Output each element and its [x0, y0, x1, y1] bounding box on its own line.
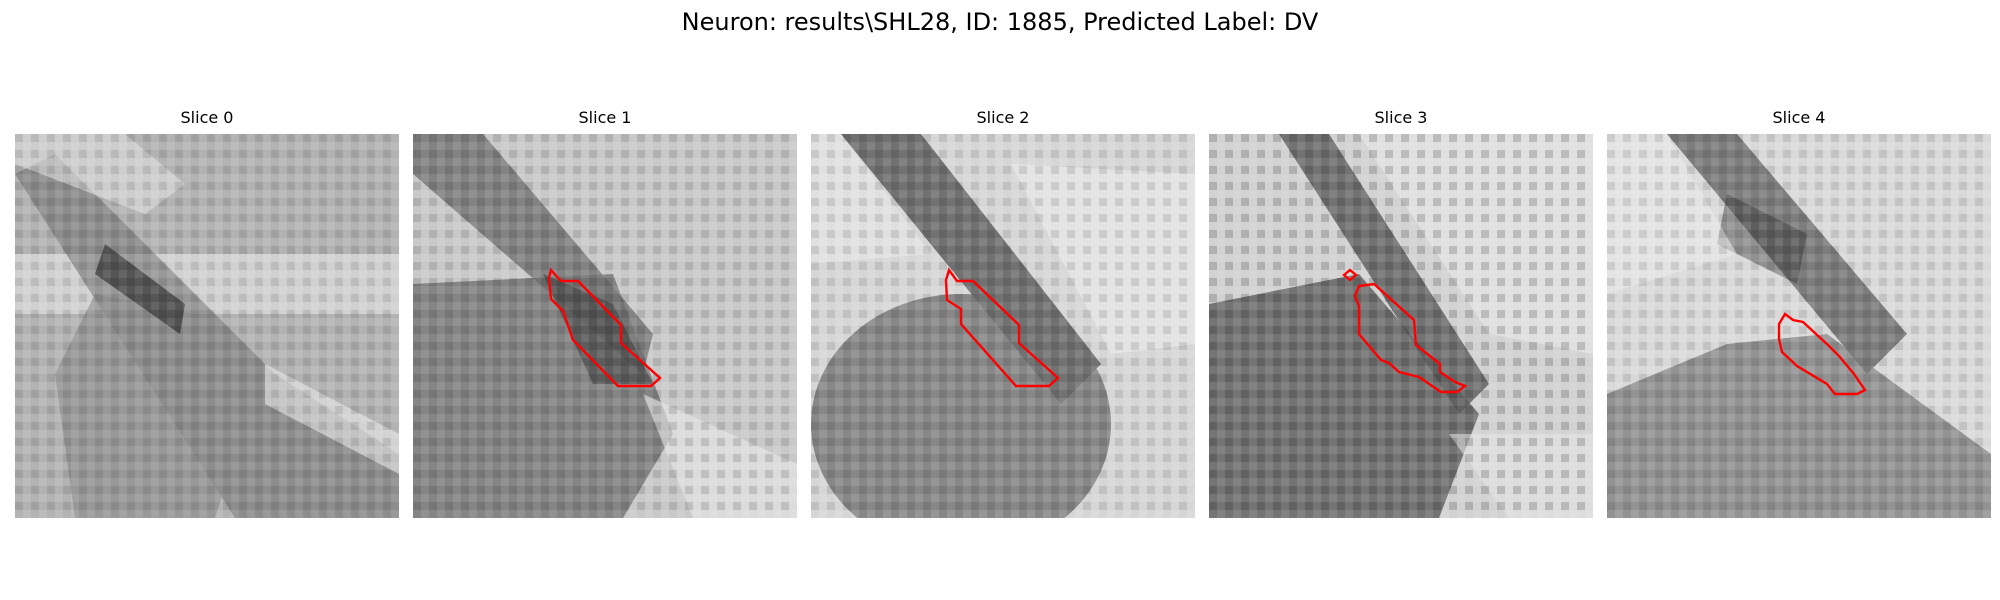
slice-title-3: Slice 3: [1374, 108, 1428, 127]
slice-title-2: Slice 2: [976, 108, 1030, 127]
slice-title-4: Slice 4: [1772, 108, 1826, 127]
slice-image-1: [413, 134, 797, 518]
slice-title-1: Slice 1: [578, 108, 632, 127]
slice-image-2: [811, 134, 1195, 518]
slice-image-4: [1607, 134, 1991, 518]
slice-image-3: [1209, 134, 1593, 518]
contour-3: [1342, 268, 1358, 282]
contour-3b: [1353, 282, 1468, 394]
slice-image-0: [15, 134, 399, 518]
contour-2: [944, 267, 1060, 388]
figure-title: Neuron: results\SHL28, ID: 1885, Predict…: [681, 8, 1319, 36]
contour-1: [547, 267, 662, 388]
slice-title-0: Slice 0: [180, 108, 234, 127]
contour-4: [1777, 312, 1867, 396]
